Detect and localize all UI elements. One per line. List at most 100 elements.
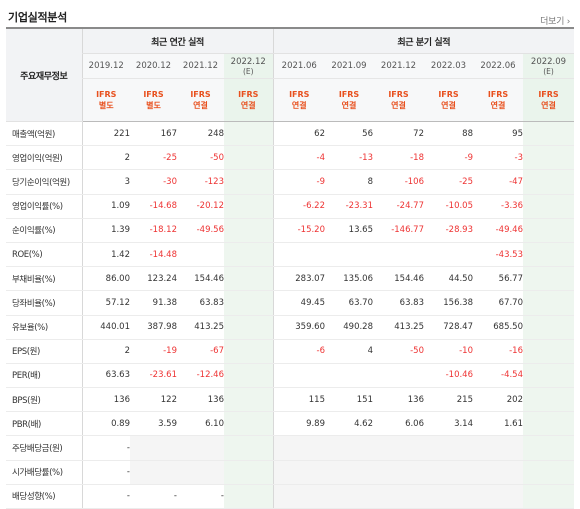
value-cell	[523, 242, 574, 268]
section-title: 기업실적분석	[8, 11, 67, 24]
value-cell	[523, 435, 574, 461]
table-row: PBR(배) 0.89 3.59 6.10 9.89 4.62 6.06 3.14 1.61	[6, 411, 574, 437]
value-cell: 728.47	[424, 315, 473, 340]
quarter-period-header: 2021.06	[272, 53, 325, 79]
value-cell: -4	[272, 145, 325, 171]
value-cell	[224, 242, 273, 268]
quarter-period-header: 2021.09	[325, 53, 373, 79]
value-cell: -16	[473, 338, 523, 364]
period-label: 2021.12	[182, 61, 219, 71]
value-cell	[130, 435, 177, 461]
value-cell: 154.46	[373, 266, 424, 292]
table-row: PER(배) 63.63 -23.61 -12.46 -10.46 -4.54	[6, 363, 574, 389]
period-label: 2022.06	[480, 61, 516, 71]
row-label: 유보율(%)	[6, 315, 82, 340]
table-row: 영업이익(억원) 2 -25 -50 -4 -13 -18 -9 -3	[6, 145, 574, 171]
basis-label: 별도	[146, 101, 161, 110]
value-cell: 63.63	[81, 363, 130, 389]
value-cell: 95	[473, 121, 523, 147]
value-cell: 13.65	[325, 218, 373, 243]
value-cell: -	[81, 484, 130, 509]
value-cell: -14.48	[130, 242, 177, 268]
value-cell: 283.07	[272, 266, 325, 292]
period-label: 2022.09	[530, 56, 567, 67]
annual-period-header: 2020.12	[130, 53, 177, 79]
value-cell: 1.09	[81, 193, 130, 219]
row-label: 영업이익률(%)	[6, 193, 82, 219]
value-cell: 62	[272, 121, 325, 147]
value-cell: -10.46	[424, 363, 473, 389]
value-cell: -	[177, 484, 224, 509]
row-label: 시가배당률(%)	[6, 460, 82, 485]
ifrs-label: IFRS	[238, 90, 259, 99]
table-row: 매출액(억원) 221 167 248 62 56 72 88 95	[6, 121, 574, 147]
value-cell: -28.93	[424, 218, 473, 243]
basis-label: 연결	[341, 101, 357, 110]
table-row: EPS(원) 2 -19 -67 -6 4 -50 -10 -16	[6, 338, 574, 364]
quarter-period-header: 2022.03	[424, 53, 473, 79]
value-cell	[224, 435, 273, 461]
quarter-basis-header: IFRS 연결	[373, 78, 424, 122]
value-cell: 4.62	[325, 411, 373, 437]
value-cell: 0.89	[81, 411, 130, 437]
value-cell: 413.25	[373, 315, 424, 340]
value-cell: -50	[177, 145, 224, 171]
basis-label: 연결	[490, 101, 506, 110]
period-label: 2022.03	[430, 61, 467, 71]
value-cell: -12.46	[177, 363, 224, 389]
value-cell	[373, 484, 424, 509]
value-cell: -24.77	[373, 193, 424, 219]
quarter-period-header: 2022.06	[473, 53, 523, 79]
value-cell	[473, 435, 523, 461]
value-cell: 440.01	[81, 315, 130, 340]
value-cell	[523, 145, 574, 171]
table-row: 시가배당률(%) -	[6, 460, 574, 485]
basis-label: 연결	[193, 101, 208, 110]
value-cell	[523, 411, 574, 437]
value-cell: -3.36	[473, 193, 523, 219]
ifrs-label: IFRS	[338, 90, 360, 99]
value-cell: 1.39	[81, 218, 130, 243]
table-row: 당기순이익(억원) 3 -30 -123 -9 8 -106 -25 -47	[6, 169, 574, 195]
value-cell: 63.83	[177, 290, 224, 316]
value-cell: 136	[177, 387, 224, 413]
value-cell: 387.98	[130, 315, 177, 340]
value-cell: 221	[81, 121, 130, 147]
value-cell: -123	[177, 169, 224, 195]
value-cell: 49.45	[272, 290, 325, 316]
value-cell: 2	[81, 338, 130, 364]
value-cell: -15.20	[272, 218, 325, 243]
value-cell: -	[81, 460, 130, 485]
ifrs-label: IFRS	[96, 90, 117, 99]
ifrs-label: IFRS	[289, 90, 310, 99]
value-cell	[224, 193, 273, 219]
value-cell: 136	[373, 387, 424, 413]
value-cell: -9	[424, 145, 473, 171]
value-cell	[523, 218, 574, 243]
quarter-basis-header: IFRS 연결	[424, 78, 473, 122]
annual-basis-header: IFRS 별도	[130, 78, 177, 122]
value-cell: 72	[373, 121, 424, 147]
value-cell	[224, 460, 273, 485]
table-row: ROE(%) 1.42 -14.48 -43.53	[6, 242, 574, 268]
value-cell: -9	[272, 169, 325, 195]
value-cell: 135.06	[325, 266, 373, 292]
ifrs-label: IFRS	[190, 90, 211, 99]
table-row: BPS(원) 136 122 136 115 151 136 215 202	[6, 387, 574, 413]
period-label: 2021.09	[331, 61, 367, 71]
value-cell: 44.50	[424, 266, 473, 292]
value-cell	[373, 435, 424, 461]
value-cell	[424, 484, 473, 509]
value-cell	[272, 435, 325, 461]
table-row: 영업이익률(%) 1.09 -14.68 -20.12 -6.22 -23.31 -24.7…	[6, 193, 574, 219]
row-label: 주당배당금(원)	[6, 435, 82, 461]
value-cell	[272, 242, 325, 268]
value-cell	[224, 387, 273, 413]
basis-label: 연결	[541, 101, 556, 110]
value-cell: 115	[272, 387, 325, 413]
value-cell	[523, 338, 574, 364]
more-link[interactable]: 더보기 ›	[540, 14, 570, 27]
value-cell: 63.83	[373, 290, 424, 316]
value-cell: -30	[130, 169, 177, 195]
ifrs-label: IFRS	[143, 90, 164, 99]
